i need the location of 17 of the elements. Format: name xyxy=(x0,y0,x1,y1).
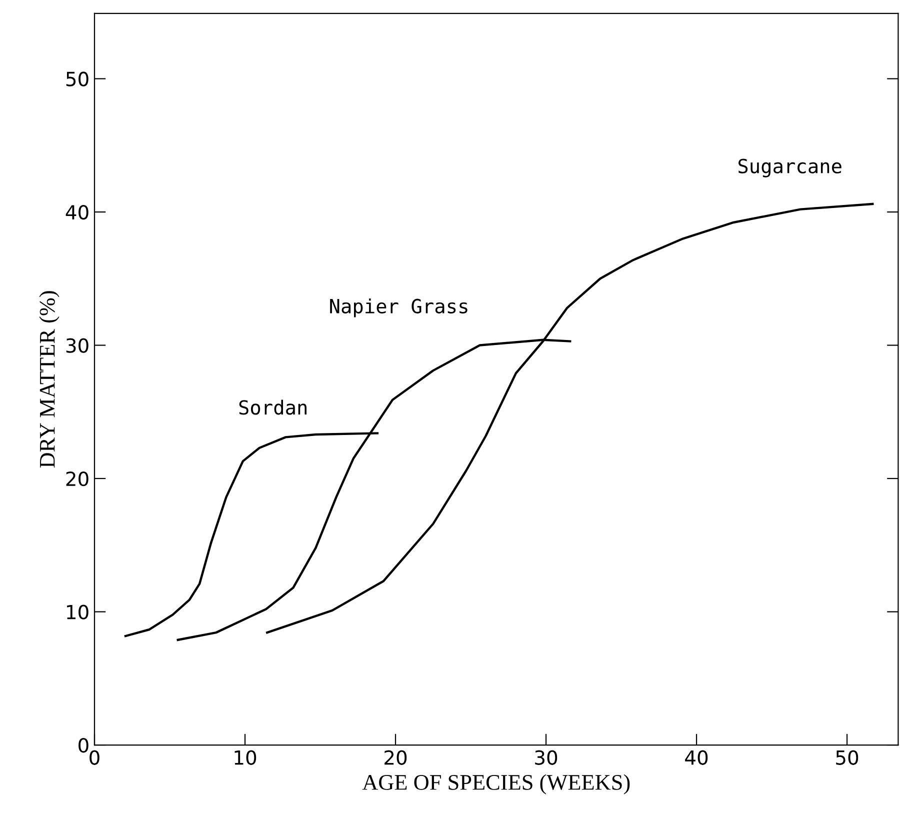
y-tick-label: 50 xyxy=(66,72,88,86)
series-label: Sugarcane xyxy=(738,158,842,178)
y-tick-label: 10 xyxy=(67,604,88,620)
x-tick-label: 40 xyxy=(685,750,708,765)
x-tick-label: 0 xyxy=(90,750,100,765)
y-tick-label: 40 xyxy=(66,204,88,220)
y-tick-label: 0 xyxy=(78,738,88,753)
x-tick-label: 10 xyxy=(234,750,256,765)
x-tick-label: 30 xyxy=(535,750,558,765)
x-axis-title: AGE OF SPECIES (WEEKS) xyxy=(362,774,630,794)
series-label: Napier Grass xyxy=(330,298,468,318)
y-tick-label: 30 xyxy=(66,338,88,353)
series-label: Sordan xyxy=(239,400,306,415)
y-tick-label: 20 xyxy=(66,471,88,486)
x-tick-label: 50 xyxy=(836,750,858,765)
x-tick-label: 20 xyxy=(384,750,407,765)
y-axis-title: DRY MATTER (%) xyxy=(39,291,60,468)
